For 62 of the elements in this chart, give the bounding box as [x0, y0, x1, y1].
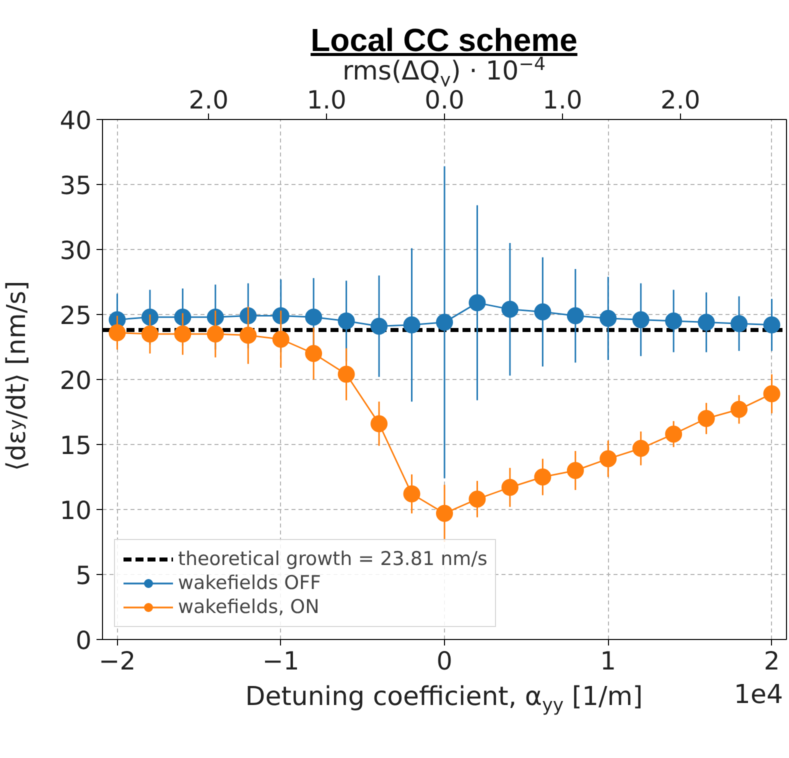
- point: [272, 330, 290, 348]
- y-tick-label: 30: [60, 236, 92, 265]
- point: [763, 385, 780, 402]
- point: [468, 294, 486, 312]
- legend-label: wakefields OFF: [178, 572, 321, 594]
- x-tick-label: 0: [436, 646, 452, 676]
- point: [174, 308, 192, 326]
- x-tick-label: 1: [600, 646, 616, 676]
- point: [436, 314, 453, 331]
- point: [468, 490, 486, 508]
- point: [403, 316, 420, 334]
- x2-tick-label: 2.0: [660, 86, 700, 114]
- point: [763, 316, 780, 334]
- point: [665, 312, 682, 330]
- point: [174, 326, 192, 342]
- point: [338, 366, 355, 383]
- text: 1e4: [732, 680, 783, 710]
- x-axis-title: Detuning coefficient, α$_{yy}$ [1/m]: [245, 682, 643, 716]
- point: [600, 310, 617, 327]
- y-tick-label: 5: [76, 561, 92, 590]
- point: [370, 318, 388, 335]
- point: [730, 400, 748, 418]
- point: [534, 468, 552, 486]
- y-tick-label: 20: [60, 366, 92, 395]
- point: [501, 478, 518, 496]
- x2-tick-label: 0.0: [424, 86, 464, 114]
- legend-label: wakefields, ON: [178, 596, 320, 618]
- x2-tick-label: 1.0: [306, 86, 346, 114]
- point: [632, 440, 650, 457]
- point: [305, 345, 322, 362]
- point: [730, 315, 748, 332]
- point: [600, 450, 617, 468]
- legend-label: theoretical growth = 23.81 nm/s: [178, 548, 488, 570]
- point: [403, 485, 420, 502]
- point: [534, 303, 552, 320]
- point: [338, 312, 355, 330]
- point: [698, 410, 715, 427]
- point: [566, 462, 584, 479]
- x-tick-label: −1: [262, 646, 300, 676]
- x-tick-label: −2: [98, 646, 136, 676]
- point: [698, 314, 715, 331]
- y-tick-label: 25: [60, 301, 92, 330]
- y-tick-label: 0: [76, 626, 92, 655]
- y-tick-label: 15: [60, 431, 92, 460]
- point: [632, 311, 650, 328]
- point: [141, 308, 158, 326]
- point: [108, 324, 126, 342]
- x2-tick-label: 1.0: [542, 86, 582, 114]
- point: [206, 326, 224, 342]
- x2-tick-label: 2.0: [188, 86, 229, 114]
- x-tick-label: 2: [764, 646, 780, 676]
- point: [436, 504, 453, 522]
- y-tick-label: 35: [60, 171, 92, 200]
- y-tick-label: 10: [60, 496, 92, 525]
- point: [370, 415, 388, 432]
- point: [240, 326, 257, 344]
- point: [566, 307, 584, 324]
- y-tick-label: 40: [60, 106, 92, 135]
- point: [665, 426, 682, 443]
- point: [141, 326, 158, 342]
- point: [305, 308, 322, 326]
- point: [501, 300, 518, 318]
